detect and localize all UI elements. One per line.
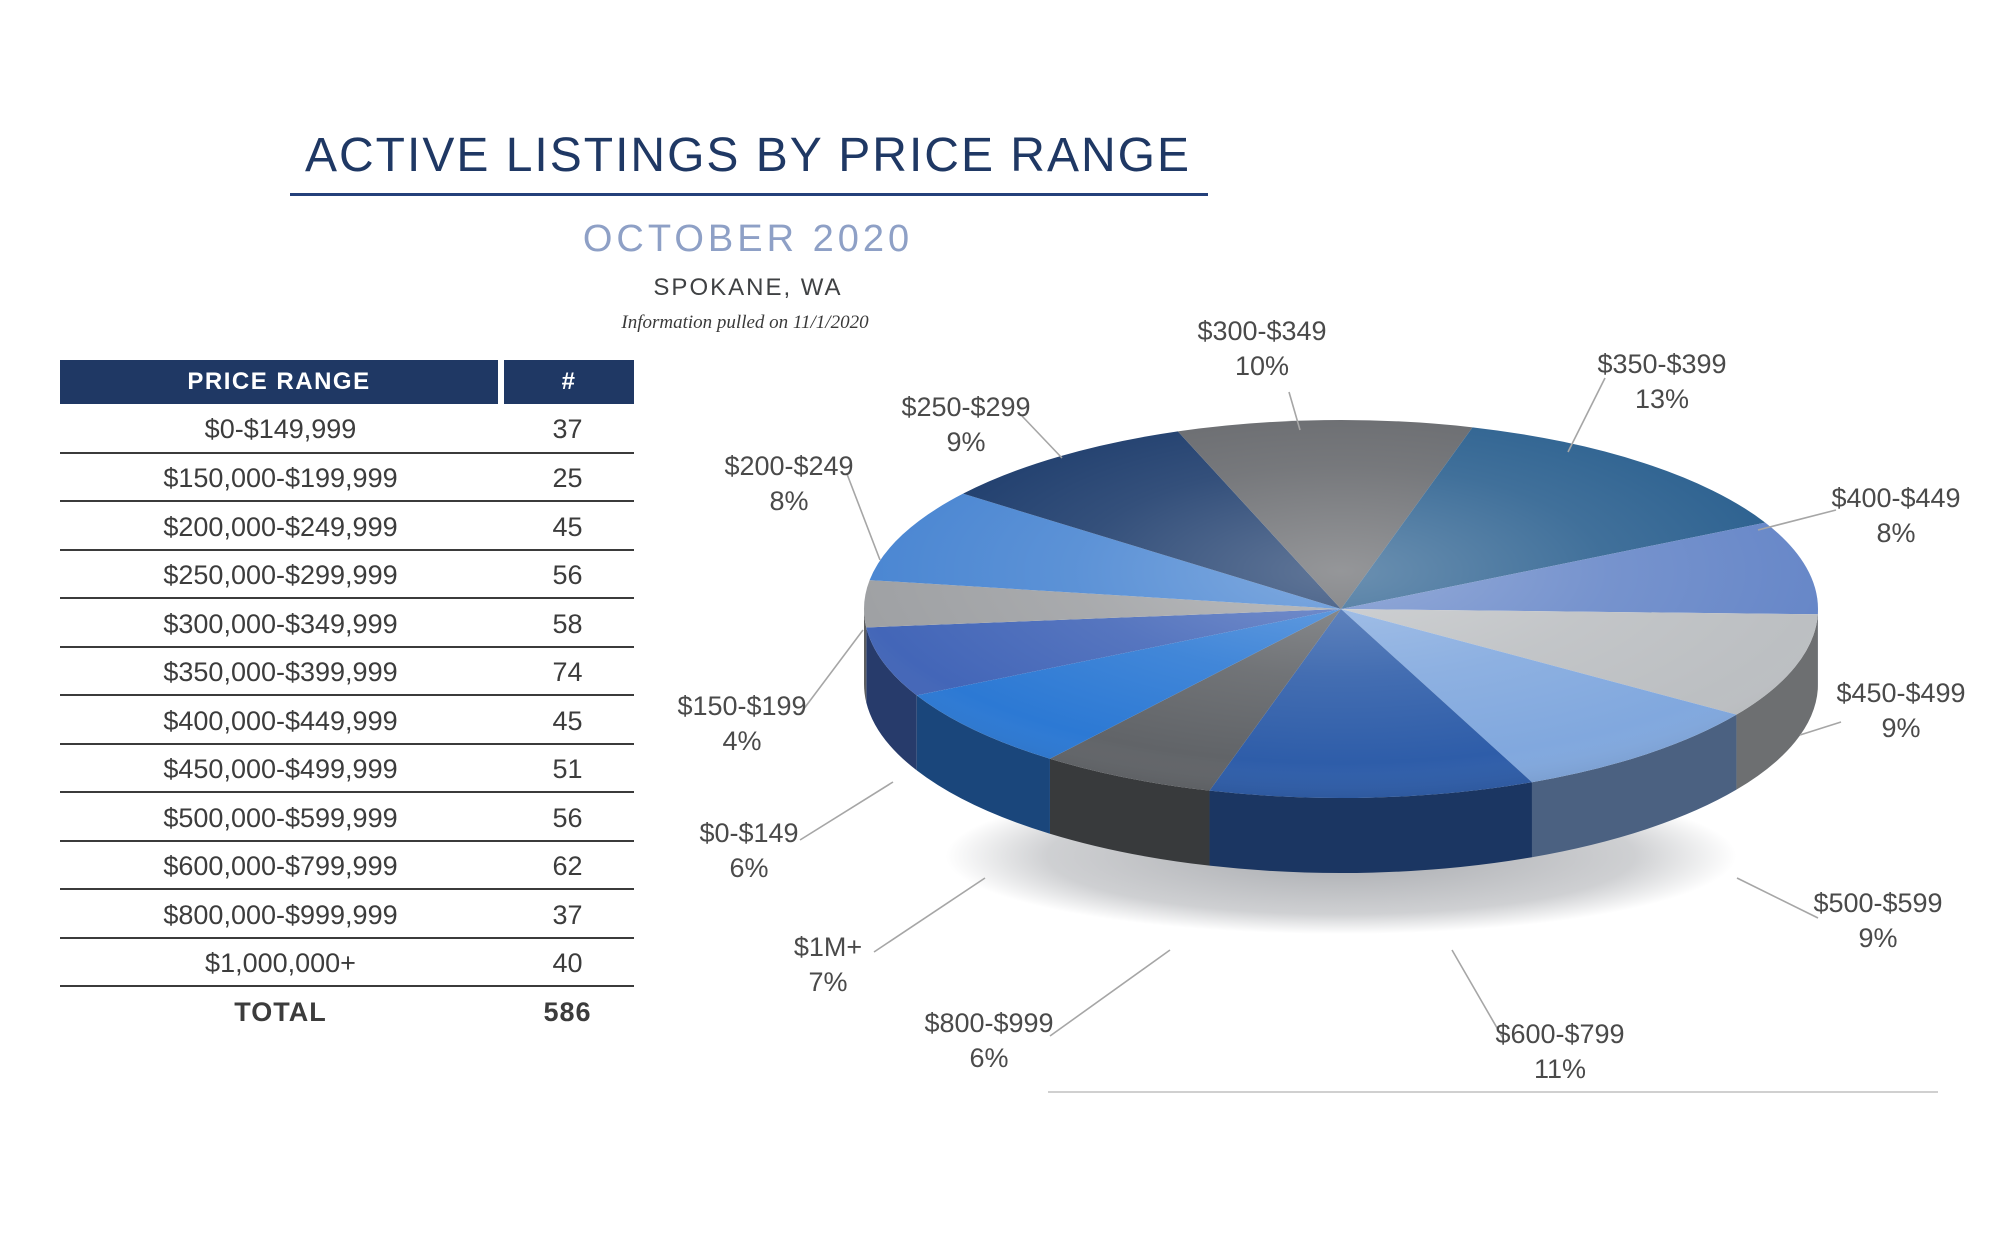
total-value-cell: 586: [543, 997, 592, 1028]
price-table-header: PRICE RANGE #: [60, 360, 634, 404]
leader-line-$250-$299: [1021, 415, 1063, 459]
table-row: $600,000-$799,999 62: [60, 840, 634, 890]
pie-label-pct-$500-$599: 9%: [1858, 923, 1897, 953]
count-cell: 37: [501, 889, 634, 939]
price-range-cell: $400,000-$449,999: [60, 695, 501, 745]
pie-label-pct-$250-$299: 9%: [946, 427, 985, 457]
leader-line-$450-$499: [1799, 721, 1842, 736]
table-row: $400,000-$449,999 45: [60, 695, 634, 745]
leader-line-$600-$799: [1451, 949, 1505, 1041]
pie-label-pct-$1M+: 7%: [808, 967, 847, 997]
pie-label-pct-$300-$349: 10%: [1235, 351, 1289, 381]
info-note: Information pulled on 11/1/2020: [621, 312, 869, 333]
pie-slice-side-$600-$799: [1209, 782, 1532, 873]
pie-label-range-$400-$449: $400-$449: [1831, 483, 1960, 513]
pie-leaders: [799, 377, 1842, 1041]
price-range-cell: $350,000-$399,999: [60, 646, 501, 696]
price-range-cell: $200,000-$249,999: [60, 501, 501, 551]
pie-label-pct-$600-$799: 11%: [1534, 1054, 1586, 1084]
table-row: $1,000,000+ 40: [60, 937, 634, 987]
table-row: $250,000-$299,999 56: [60, 549, 634, 599]
pie-label-pct-$150-$199: 4%: [722, 726, 761, 756]
pie-label-range-$200-$249: $200-$249: [724, 451, 853, 481]
pie-slice-side-$450-$499: [1736, 614, 1818, 790]
pie-label-pct-$450-$499: 9%: [1881, 713, 1920, 743]
table-row: $300,000-$349,999 58: [60, 598, 634, 648]
count-cell: 25: [501, 452, 634, 502]
leader-line-$150-$199: [799, 629, 864, 715]
leader-line-$300-$349: [1288, 391, 1301, 431]
pie-label-range-$800-$999: $800-$999: [924, 1008, 1053, 1038]
table-row: $200,000-$249,999 45: [60, 501, 634, 551]
pie-slice-side-$1M+: [916, 695, 1050, 834]
pie-label-range-$250-$299: $250-$299: [901, 392, 1030, 422]
pie-label-range-$1M+: $1M+: [794, 932, 862, 962]
pie-slice-side-$0-$149: [866, 627, 917, 771]
pie-slice-side-$150-$199: [864, 609, 867, 703]
pie-label-range-$450-$499: $450-$499: [1836, 678, 1965, 708]
pie-slice-side-$500-$599: [1531, 714, 1737, 858]
count-cell: 56: [501, 549, 634, 599]
title-underline: [290, 193, 1208, 196]
pie-label-range-$600-$799: $600-$799: [1495, 1019, 1624, 1049]
pie-label-range-$150-$199: $150-$199: [677, 691, 806, 721]
table-row: $800,000-$999,999 37: [60, 889, 634, 939]
price-range-cell: $450,000-$499,999: [60, 743, 501, 793]
count-cell: 62: [501, 840, 634, 890]
price-range-cell: $300,000-$349,999: [60, 598, 501, 648]
price-table-body: $0-$149,999 37 $150,000-$199,999 25 $200,000…: [60, 404, 634, 1035]
pie-label-range-$500-$599: $500-$599: [1813, 888, 1942, 918]
col-header-price-range: PRICE RANGE: [60, 360, 504, 404]
pie-sides: [864, 609, 1818, 873]
pie-labels: $0-$149 6% $150-$199 4% $200-$249 8% $250-$299…: [677, 316, 1965, 1084]
table-total-row: TOTAL 586: [60, 986, 634, 1035]
pie-label-pct-$400-$449: 8%: [1876, 518, 1915, 548]
table-row: $450,000-$499,999 51: [60, 743, 634, 793]
pie-sheen-highlight: [864, 420, 1818, 798]
price-range-cell: $0-$149,999: [60, 404, 501, 454]
subtitle-location: SPOKANE, WA: [653, 274, 843, 301]
leader-line-$800-$999: [1049, 949, 1171, 1037]
pie-slice-side-$800-$999: [1049, 758, 1210, 866]
pie-label-pct-$200-$249: 8%: [769, 486, 808, 516]
total-label-cell: TOTAL: [234, 997, 327, 1028]
count-cell: 58: [501, 598, 634, 648]
table-row: $150,000-$199,999 25: [60, 452, 634, 502]
col-header-count: #: [501, 360, 634, 404]
price-range-cell: $150,000-$199,999: [60, 452, 501, 502]
pie-label-pct-$0-$149: 6%: [729, 853, 768, 883]
subtitle-month: OCTOBER 2020: [582, 218, 914, 260]
table-row: $0-$149,999 37: [60, 404, 634, 454]
leader-line-$400-$449: [1757, 509, 1837, 531]
count-cell: 37: [501, 404, 634, 454]
pie-label-pct-$800-$999: 6%: [969, 1043, 1008, 1073]
price-range-cell: $1,000,000+: [60, 937, 501, 987]
page-title: ACTIVE LISTINGS BY PRICE RANGE: [305, 129, 1191, 182]
price-range-cell: $500,000-$599,999: [60, 792, 501, 842]
price-table: PRICE RANGE # $0-$149,999 37 $150,000-$199…: [60, 360, 634, 1035]
table-row: $350,000-$399,999 74: [60, 646, 634, 696]
count-cell: 45: [501, 501, 634, 551]
pie-label-range-$300-$349: $300-$349: [1197, 316, 1326, 346]
pie-label-range-$0-$149: $0-$149: [699, 818, 798, 848]
leader-line-$1M+: [873, 877, 986, 953]
count-cell: 51: [501, 743, 634, 793]
leader-line-$200-$249: [846, 473, 881, 561]
price-range-cell: $800,000-$999,999: [60, 889, 501, 939]
leader-line-$0-$149: [799, 781, 894, 841]
pie-label-range-$350-$399: $350-$399: [1597, 349, 1726, 379]
leader-line-$350-$399: [1567, 377, 1606, 453]
count-cell: 56: [501, 792, 634, 842]
price-range-cell: $600,000-$799,999: [60, 840, 501, 890]
count-cell: 45: [501, 695, 634, 745]
table-row: $500,000-$599,999 56: [60, 792, 634, 842]
price-range-cell: $250,000-$299,999: [60, 549, 501, 599]
pie-label-pct-$350-$399: 13%: [1635, 384, 1689, 414]
count-cell: 40: [501, 937, 634, 987]
leader-line-$500-$599: [1736, 877, 1819, 919]
pie-sheen: [864, 420, 1818, 798]
count-cell: 74: [501, 646, 634, 696]
